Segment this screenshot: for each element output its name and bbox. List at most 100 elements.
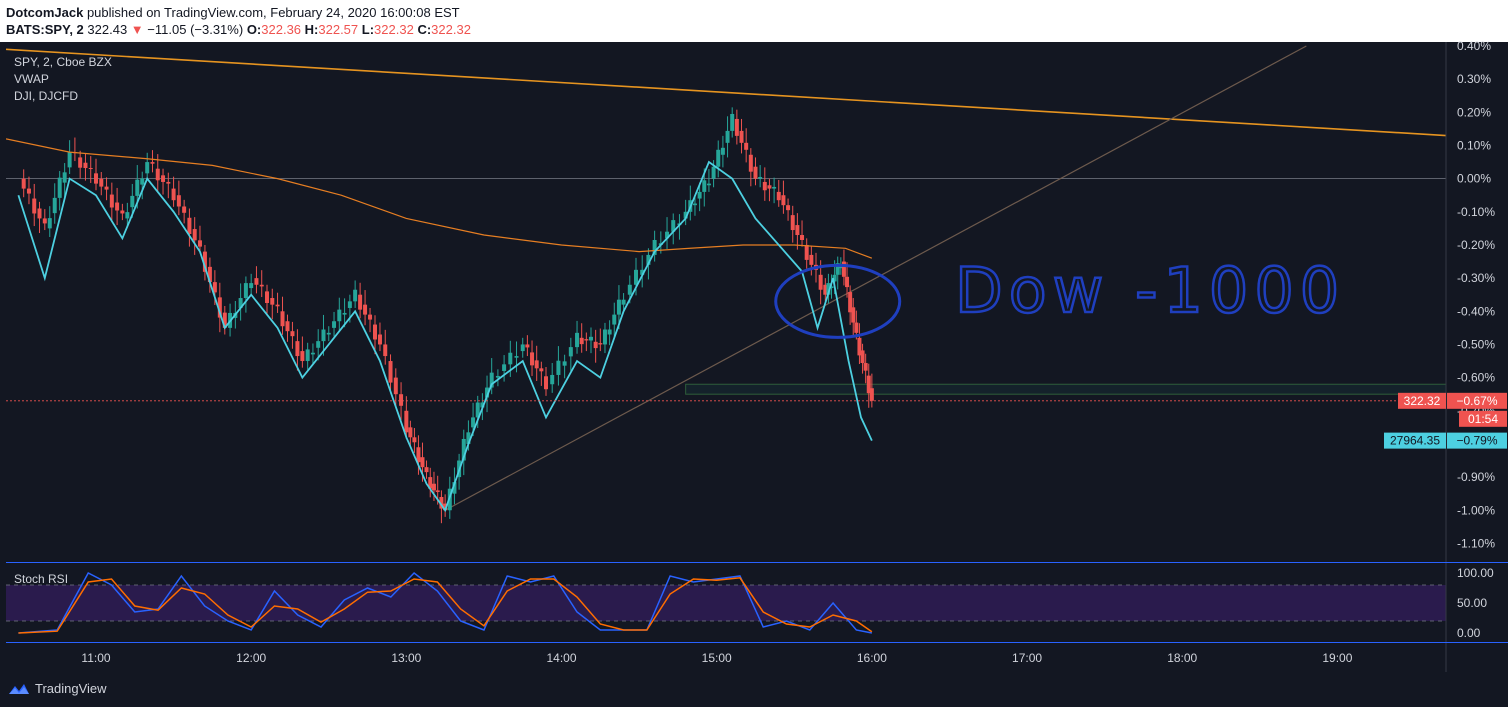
author-name[interactable]: DotcomJack <box>6 5 84 20</box>
candle-body[interactable] <box>665 231 670 239</box>
candle-body[interactable] <box>758 176 763 179</box>
candle-body[interactable] <box>42 218 47 224</box>
candle-body[interactable] <box>270 298 275 305</box>
candle-body[interactable] <box>353 289 358 302</box>
candle-body[interactable] <box>692 203 697 206</box>
candle-body[interactable] <box>145 162 150 174</box>
candle-body[interactable] <box>192 229 197 241</box>
candle-body[interactable] <box>857 337 862 356</box>
candle-body[interactable] <box>88 168 93 170</box>
candle-body[interactable] <box>115 202 120 211</box>
rsi-title[interactable]: Stoch RSI <box>14 572 69 586</box>
candle-body[interactable] <box>525 344 530 348</box>
candle-body[interactable] <box>217 297 222 318</box>
candle-body[interactable] <box>818 274 823 290</box>
candle-body[interactable] <box>725 130 730 143</box>
vwap-line[interactable] <box>6 138 873 259</box>
candle-body[interactable] <box>290 331 295 337</box>
candle-body[interactable] <box>104 186 109 190</box>
candle-body[interactable] <box>316 341 321 348</box>
rsi-k-line[interactable] <box>18 571 873 634</box>
candle-body[interactable] <box>495 375 500 378</box>
candle-body[interactable] <box>52 197 57 214</box>
main-pane[interactable]: Dow -1000 <box>6 45 1446 524</box>
candle-body[interactable] <box>544 376 548 390</box>
candle-body[interactable] <box>443 503 448 511</box>
candle-body[interactable] <box>835 263 840 275</box>
candle-body[interactable] <box>550 374 555 385</box>
candle-body[interactable] <box>607 329 612 335</box>
candle-body[interactable] <box>26 188 31 194</box>
candle-body[interactable] <box>584 339 589 341</box>
candle-body[interactable] <box>254 278 259 285</box>
candle-body[interactable] <box>767 185 772 189</box>
candle-body[interactable] <box>342 312 347 315</box>
candle-body[interactable] <box>187 217 192 235</box>
candle-body[interactable] <box>739 130 744 143</box>
candle-body[interactable] <box>520 344 525 352</box>
candle-body[interactable] <box>621 299 626 305</box>
candle-body[interactable] <box>579 337 584 345</box>
dji-badge-pct[interactable]: −0.79% <box>1447 432 1507 449</box>
candle-body[interactable] <box>404 410 409 433</box>
candle-body[interactable] <box>762 181 767 191</box>
candle-body[interactable] <box>222 312 227 328</box>
candle-body[interactable] <box>285 321 290 332</box>
candle-body[interactable] <box>109 194 114 208</box>
candle-body[interactable] <box>562 361 567 366</box>
candle-body[interactable] <box>809 254 814 265</box>
candle-body[interactable] <box>67 152 72 168</box>
candle-body[interactable] <box>841 261 846 277</box>
candle-body[interactable] <box>845 276 850 288</box>
candle-body[interactable] <box>326 332 331 335</box>
rsi-d-line[interactable] <box>18 577 873 634</box>
candle-body[interactable] <box>412 437 417 443</box>
candle-body[interactable] <box>135 179 140 196</box>
candle-body[interactable] <box>321 329 326 342</box>
candle-body[interactable] <box>702 180 707 192</box>
candle-body[interactable] <box>851 307 856 323</box>
candle-body[interactable] <box>869 388 874 401</box>
candle-body[interactable] <box>508 352 513 365</box>
candle-body[interactable] <box>730 113 735 131</box>
candle-body[interactable] <box>32 198 37 214</box>
candle-body[interactable] <box>556 360 561 375</box>
candle-body[interactable] <box>310 352 315 355</box>
candle-body[interactable] <box>99 178 104 187</box>
tradingview-brand[interactable]: TradingView <box>8 681 107 696</box>
candle-body[interactable] <box>475 402 480 418</box>
candle-body[interactable] <box>155 168 160 181</box>
candle-body[interactable] <box>377 334 382 345</box>
candle-body[interactable] <box>150 162 155 164</box>
candle-body[interactable] <box>589 336 593 341</box>
candle-body[interactable] <box>471 417 476 428</box>
countdown-badge[interactable]: 01:54 <box>1459 410 1507 427</box>
candle-body[interactable] <box>502 364 507 371</box>
candle-body[interactable] <box>416 447 421 463</box>
candle-body[interactable] <box>420 457 425 468</box>
candle-body[interactable] <box>383 344 388 357</box>
candle-body[interactable] <box>568 347 573 357</box>
candle-body[interactable] <box>514 356 519 358</box>
candle-body[interactable] <box>720 147 725 155</box>
candle-body[interactable] <box>305 349 310 362</box>
candle-body[interactable] <box>616 299 621 315</box>
candle-body[interactable] <box>439 496 444 509</box>
candle-body[interactable] <box>539 368 544 372</box>
candle-body[interactable] <box>94 173 98 184</box>
candle-body[interactable] <box>83 162 88 169</box>
candle-body[interactable] <box>332 321 337 328</box>
candle-body[interactable] <box>259 284 264 287</box>
candle-body[interactable] <box>534 360 539 369</box>
candle-body[interactable] <box>243 283 248 299</box>
candle-body[interactable] <box>78 157 83 168</box>
candle-body[interactable] <box>711 166 716 179</box>
candle-body[interactable] <box>829 286 834 289</box>
candle-body[interactable] <box>671 220 676 232</box>
candle-body[interactable] <box>47 218 52 229</box>
price-badge[interactable]: 322.32 <box>1398 392 1446 409</box>
price-badge-pct[interactable]: −0.67% <box>1447 392 1507 409</box>
candle-body[interactable] <box>202 251 207 272</box>
candle-body[interactable] <box>800 235 805 240</box>
